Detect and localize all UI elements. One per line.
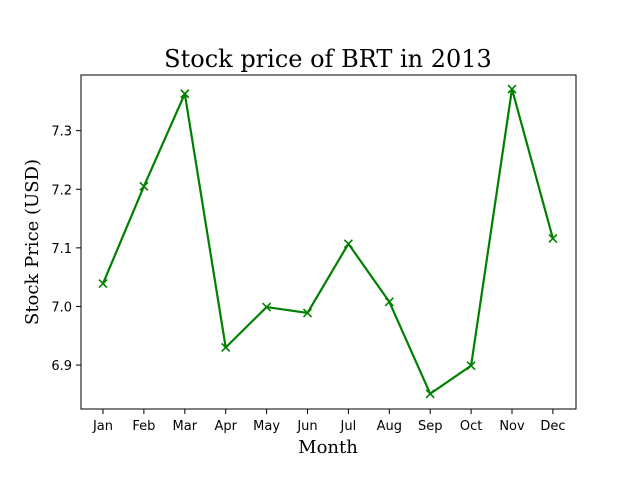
series-group <box>98 84 558 399</box>
data-point-marker <box>384 297 394 307</box>
x-axis-label: Month <box>298 437 358 458</box>
x-tick-label: Nov <box>499 419 525 434</box>
y-axis-label: Stock Price (USD) <box>22 159 43 325</box>
data-point-marker <box>548 233 558 244</box>
data-point-marker <box>139 181 149 191</box>
y-tick-label: 7.1 <box>51 242 72 257</box>
x-tick-label: Feb <box>132 419 155 434</box>
y-axis: 6.9 7.0 7.1 7.2 7.3 <box>51 125 81 374</box>
chart-title: Stock price of BRT in 2013 <box>164 45 492 73</box>
data-point-marker <box>507 84 517 94</box>
data-point-marker <box>180 89 190 99</box>
x-tick-label: May <box>253 419 280 434</box>
data-point-marker <box>221 342 231 353</box>
data-point-marker <box>343 239 353 249</box>
series-line <box>101 87 554 395</box>
data-point-marker <box>425 389 435 399</box>
y-tick-label: 7.2 <box>51 183 72 198</box>
x-tick-label: Jul <box>340 419 357 434</box>
x-tick-label: Apr <box>214 419 237 434</box>
data-point-marker <box>262 302 272 312</box>
x-tick-label: Jan <box>92 419 113 434</box>
x-tick-label: Mar <box>173 419 198 434</box>
data-point-marker <box>98 279 108 289</box>
x-axis: Jan Feb Mar Apr May Jun Jul Aug Sep Oct Nov Dec <box>92 409 565 434</box>
y-tick-label: 7.0 <box>51 300 72 315</box>
plot-area <box>80 74 577 410</box>
data-point-marker <box>302 308 313 318</box>
y-tick-label: 7.3 <box>51 125 72 140</box>
x-tick-label: Oct <box>460 419 482 434</box>
x-tick-label: Aug <box>377 419 402 434</box>
x-tick-label: Dec <box>540 419 565 434</box>
x-tick-label: Jun <box>296 419 317 434</box>
x-tick-label: Sep <box>418 419 443 434</box>
y-tick-label: 6.9 <box>51 359 72 374</box>
data-point-marker <box>466 361 476 371</box>
